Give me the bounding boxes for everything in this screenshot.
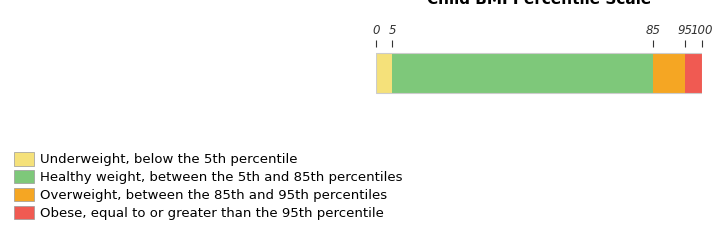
Title: Child BMI Percentile Scale: Child BMI Percentile Scale — [427, 0, 651, 7]
Bar — [653, 53, 685, 93]
Bar — [685, 53, 702, 93]
Bar — [392, 53, 653, 93]
Bar — [376, 53, 392, 93]
Legend: Underweight, below the 5th percentile, Healthy weight, between the 5th and 85th : Underweight, below the 5th percentile, H… — [14, 152, 403, 220]
Bar — [376, 53, 702, 93]
